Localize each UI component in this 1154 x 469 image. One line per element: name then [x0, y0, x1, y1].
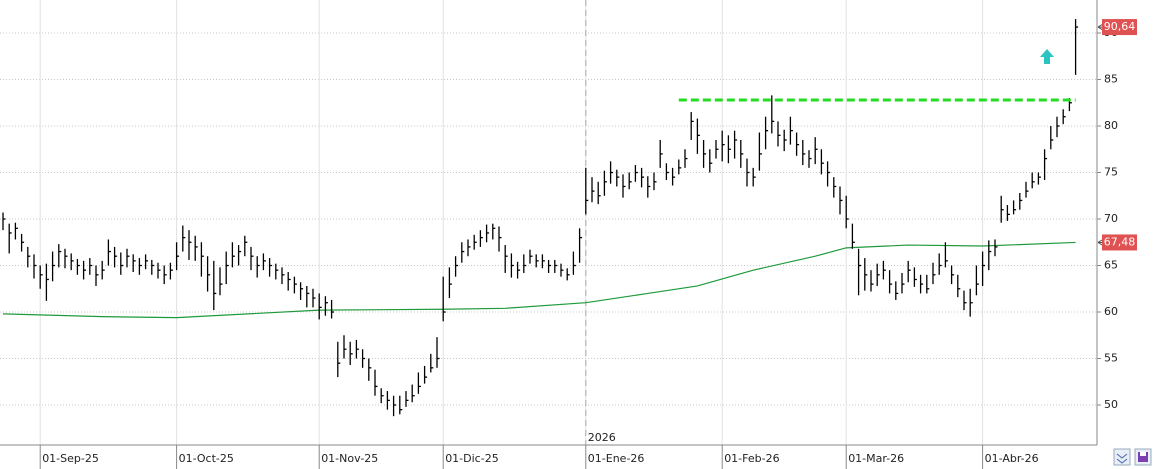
grid-layer	[0, 0, 1097, 445]
y-tick-label: 50	[1104, 398, 1118, 411]
last-price-label-text: 90,64	[1104, 20, 1136, 33]
x-tick-label: 01-Dic-25	[445, 452, 499, 465]
y-tick-label: 80	[1104, 119, 1118, 132]
x-tick-label: 01-Mar-26	[848, 452, 904, 465]
arrow-shape	[1040, 49, 1054, 64]
save-icon-label	[1140, 452, 1146, 456]
toolbar-button[interactable]	[1113, 448, 1131, 466]
y-tick-label: 85	[1104, 73, 1118, 86]
y-tick-label: 55	[1104, 352, 1118, 365]
y-tick-label: 75	[1104, 166, 1118, 179]
toolbar	[1113, 448, 1152, 466]
ma-label-box	[1102, 234, 1137, 251]
x-tick-label: 01-Abr-26	[985, 452, 1039, 465]
x-tick-label: 01-Oct-25	[179, 452, 234, 465]
x-tick-label: 01-Nov-25	[321, 452, 378, 465]
collapse-icon	[1116, 453, 1128, 464]
last-price-label-box	[1102, 19, 1137, 36]
x-tick-label: 01-Sep-25	[42, 452, 99, 465]
year-label: 2026	[588, 431, 616, 444]
data-layer	[2, 19, 1079, 417]
y-tick-label: 65	[1104, 259, 1118, 272]
y-tick-label: 70	[1104, 212, 1118, 225]
ma-label-text: 67,48	[1104, 235, 1136, 248]
x-tick-label: 01-Feb-26	[724, 452, 779, 465]
save-icon	[1138, 452, 1148, 462]
x-tick-label: 01-Ene-26	[588, 452, 645, 465]
moving-average	[2, 241, 1076, 319]
y-tick-label: 60	[1104, 305, 1118, 318]
up-arrow-icon	[1040, 49, 1054, 64]
